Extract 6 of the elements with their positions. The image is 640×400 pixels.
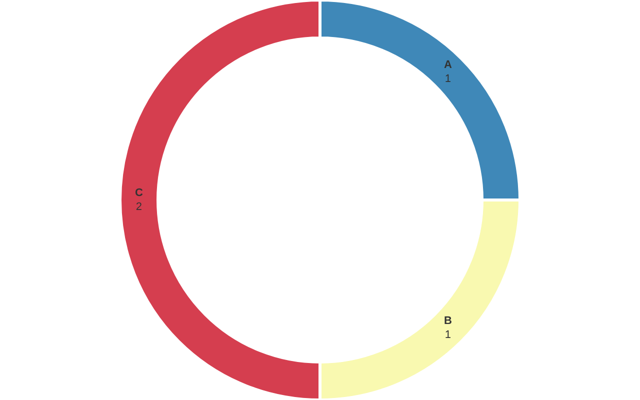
data-label: 1 bbox=[444, 329, 452, 342]
data-label: 1 bbox=[444, 73, 452, 86]
slice-label: A bbox=[444, 58, 452, 71]
data-label: 2 bbox=[136, 201, 142, 214]
slice-label: C bbox=[135, 186, 143, 199]
slice-label: B bbox=[444, 314, 452, 327]
